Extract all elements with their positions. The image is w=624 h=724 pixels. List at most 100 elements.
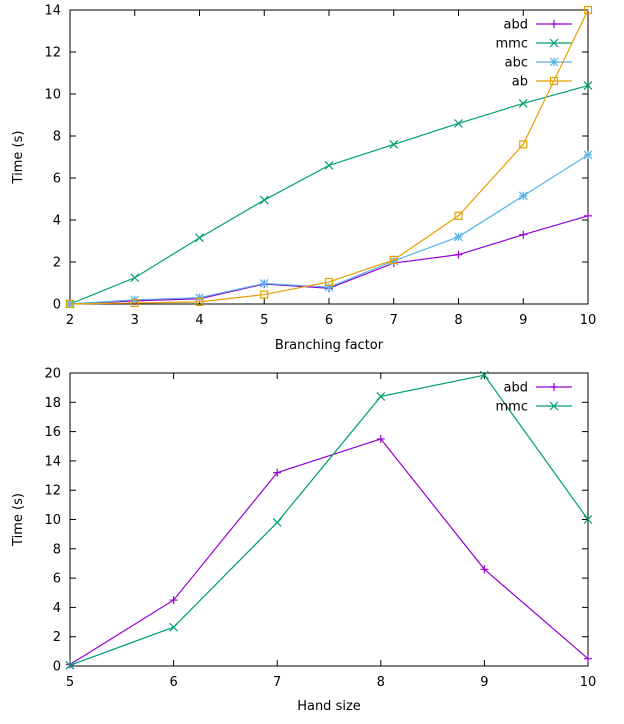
x-tick-label: 6: [325, 313, 333, 328]
x-tick-label: 10: [580, 675, 597, 690]
data-point-abc: [389, 256, 399, 266]
y-axis-label: Time (s): [11, 493, 26, 547]
legend-label-abc: abc: [505, 56, 528, 71]
data-point-abd: [169, 596, 178, 605]
legend-label-ab: ab: [512, 75, 528, 90]
x-tick-label: 8: [377, 675, 385, 690]
x-tick-label: 5: [66, 675, 74, 690]
data-point-mmc: [454, 118, 463, 128]
y-tick-label: 2: [53, 256, 61, 271]
data-point-abc: [259, 278, 269, 288]
data-point-mmc: [389, 139, 399, 149]
data-point-abc: [454, 232, 463, 242]
legend-label-abd: abd: [504, 18, 528, 33]
legend-marker-abd: [550, 383, 558, 391]
y-tick-label: 20: [44, 367, 61, 382]
legend-label-mmc: mmc: [496, 37, 528, 52]
legend-marker-abd: [550, 20, 558, 28]
x-tick-label: 2: [66, 313, 74, 328]
data-point-ab: [65, 299, 75, 309]
y-tick-label: 18: [44, 396, 61, 411]
x-axis-label: Branching factor: [275, 338, 384, 353]
x-tick-label: 7: [273, 675, 281, 690]
legend-marker-mmc: [549, 401, 559, 411]
x-tick-label: 5: [260, 313, 268, 328]
data-point-abd: [273, 468, 282, 477]
data-point-abd: [480, 565, 489, 574]
series-abd: [66, 434, 592, 669]
series-line-mmc: [69, 374, 589, 666]
y-tick-label: 16: [44, 425, 61, 440]
data-point-mmc: [518, 99, 528, 108]
series-line-mmc: [69, 85, 589, 305]
data-point-abc: [583, 150, 593, 160]
x-tick-label: 10: [580, 313, 597, 328]
data-point-mmc: [376, 392, 386, 401]
y-tick-label: 14: [44, 4, 61, 19]
data-point-abc: [518, 191, 528, 201]
data-point-ab: [324, 277, 334, 287]
y-tick-label: 6: [53, 172, 61, 187]
data-point-mmc: [324, 160, 334, 170]
series-line-ab: [69, 9, 589, 305]
data-point-mmc: [195, 233, 204, 243]
x-tick-label: 4: [195, 313, 203, 328]
data-point-ab: [583, 5, 593, 15]
data-point-ab: [519, 140, 528, 149]
data-point-mmc: [130, 273, 140, 283]
series-line-abd: [69, 438, 589, 666]
data-point-mmc: [479, 370, 489, 380]
legend-label-abd: abd: [504, 381, 528, 396]
data-point-ab: [260, 290, 269, 299]
data-point-mmc: [583, 515, 593, 524]
x-tick-label: 7: [390, 313, 398, 328]
data-point-abd: [519, 230, 528, 239]
series-abc: [65, 150, 593, 309]
series-ab: [65, 5, 593, 309]
y-tick-label: 4: [53, 214, 61, 229]
legend-label-mmc: mmc: [496, 400, 528, 415]
y-axis-label: Time (s): [11, 131, 26, 185]
chart-2: 5 6 7 8 9 10 0 2 4 6 8 10 12 14 16 18 20 Hand size Time (s…: [11, 367, 596, 715]
legend-marker-ab: [549, 76, 559, 86]
legend-marker-abc: [549, 57, 559, 67]
plot-frame: [69, 372, 589, 667]
y-tick-label: 6: [53, 572, 61, 587]
x-axis-label: Hand size: [297, 699, 361, 714]
y-tick-label: 14: [44, 454, 61, 469]
data-point-mmc: [65, 660, 75, 670]
series-mmc: [65, 370, 593, 670]
y-tick-label: 8: [53, 542, 61, 557]
series-abd: [66, 211, 592, 308]
data-point-mmc: [169, 622, 179, 632]
y-tick-label: 8: [53, 130, 61, 145]
data-point-abd: [584, 654, 592, 663]
data-point-abd: [584, 211, 592, 220]
legend-marker-mmc: [549, 38, 559, 48]
y-tick-label: 12: [44, 484, 61, 499]
series-mmc: [65, 81, 593, 309]
data-point-mmc: [259, 195, 269, 205]
x-tick-label: 9: [480, 675, 488, 690]
y-tick-label: 0: [53, 298, 61, 313]
data-point-abd: [454, 250, 463, 259]
y-tick-label: 2: [53, 630, 61, 645]
y-tick-label: 0: [53, 660, 61, 675]
data-point-mmc: [583, 81, 593, 91]
x-tick-label: 9: [519, 313, 527, 328]
data-point-ab: [195, 297, 204, 306]
y-tick-label: 12: [44, 46, 61, 61]
data-point-ab: [454, 211, 463, 220]
data-point-abc: [324, 282, 334, 292]
x-tick-label: 6: [169, 675, 177, 690]
data-point-abd: [376, 434, 385, 443]
data-point-ab: [130, 298, 139, 308]
x-tick-label: 8: [454, 313, 462, 328]
y-tick-label: 10: [44, 513, 61, 528]
data-point-mmc: [272, 518, 282, 527]
data-point-abc: [195, 293, 204, 303]
x-tick-label: 3: [131, 313, 139, 328]
